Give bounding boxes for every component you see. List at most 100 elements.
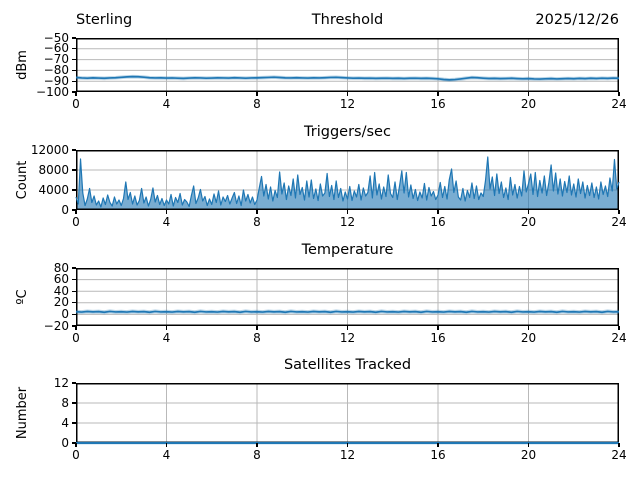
x-tick-label: 4 [162, 215, 171, 229]
x-tick-label: 16 [430, 97, 446, 111]
series-line [75, 156, 620, 208]
y-tick-label: −80 [43, 62, 69, 77]
x-tick-mark [618, 326, 620, 330]
y-tick-label: 40 [53, 283, 69, 298]
x-tick-mark [618, 443, 620, 447]
x-tick-mark [527, 210, 530, 214]
x-tick-mark [75, 443, 77, 447]
y-tick-label: −70 [43, 52, 69, 67]
y-tick-mark [72, 59, 76, 61]
y-tick-label: 60 [53, 272, 69, 287]
y-tick-mark [72, 69, 76, 71]
y-tick-label: −100 [36, 84, 69, 99]
y-tick-label: 0 [61, 435, 69, 450]
y-tick-mark [72, 422, 76, 424]
station-name-label: Sterling [76, 12, 133, 28]
x-tick-label: 8 [253, 448, 261, 462]
x-tick-label: 12 [339, 331, 356, 345]
x-tick-label: 12 [339, 448, 356, 462]
y-tick-mark [72, 279, 76, 281]
x-tick-mark [256, 92, 258, 96]
x-tick-label: 20 [520, 448, 537, 462]
y-tick-label: 0 [61, 202, 69, 217]
y-tick-label: −60 [43, 41, 69, 56]
axes-spines [76, 268, 619, 326]
x-tick-mark [165, 326, 168, 330]
x-tick-mark [256, 210, 258, 214]
x-tick-label: 0 [72, 448, 80, 462]
y-tick-mark [72, 91, 76, 93]
x-tick-label: 24 [611, 448, 627, 462]
y-tick-label: −50 [43, 30, 69, 45]
x-tick-mark [527, 92, 530, 96]
x-tick-label: 4 [162, 331, 171, 345]
x-tick-label: 12 [339, 97, 356, 111]
axes-spines [76, 38, 619, 92]
y-tick-label: 4000 [38, 182, 69, 197]
y-tick-mark [72, 189, 76, 191]
date-label: 2025/12/26 [535, 12, 619, 28]
x-tick-mark [618, 92, 620, 96]
x-tick-mark [346, 326, 349, 330]
x-tick-label: 0 [72, 215, 80, 229]
y-tick-label: 80 [53, 260, 69, 275]
y-tick-label: 0 [61, 306, 69, 321]
x-tick-mark [256, 443, 258, 447]
y-tick-label: −90 [43, 73, 69, 88]
y-tick-mark [72, 169, 76, 171]
x-tick-label: 16 [430, 331, 446, 345]
x-tick-label: 4 [162, 97, 171, 111]
x-tick-mark [437, 92, 439, 96]
y-tick-mark [72, 382, 76, 384]
subplot-temperature-title: Temperature [301, 242, 394, 258]
x-tick-label: 8 [253, 331, 261, 345]
x-tick-mark [165, 210, 168, 214]
x-tick-mark [346, 210, 349, 214]
x-tick-mark [346, 92, 349, 96]
subplot-triggers-sec [75, 150, 620, 210]
x-tick-mark [165, 443, 168, 447]
y-tick-mark [72, 267, 76, 269]
subplot-satellites-title: Satellites Tracked [283, 357, 412, 373]
x-tick-mark [437, 210, 439, 214]
x-tick-mark [165, 92, 168, 96]
y-tick-label: 4 [61, 415, 69, 430]
x-tick-mark [75, 92, 77, 96]
x-tick-mark [346, 443, 349, 447]
y-axis-label-count: Count [15, 160, 30, 200]
y-tick-label: 20 [53, 295, 69, 310]
x-tick-label: 8 [253, 97, 261, 111]
x-tick-mark [256, 326, 258, 330]
x-tick-mark [618, 210, 620, 214]
x-tick-label: 20 [520, 215, 537, 229]
y-tick-label: −20 [43, 318, 69, 333]
series-line [75, 310, 620, 314]
x-tick-label: 4 [162, 448, 171, 462]
y-tick-mark [72, 80, 76, 82]
y-tick-mark [72, 149, 76, 151]
x-tick-mark [527, 443, 530, 447]
x-tick-label: 24 [611, 97, 627, 111]
y-tick-label: 8 [61, 395, 69, 410]
x-tick-mark [437, 326, 439, 330]
subplot-threshold-title: Threshold [311, 12, 384, 28]
y-tick-mark [72, 290, 76, 292]
x-tick-mark [75, 210, 77, 214]
y-tick-label: 12 [53, 375, 69, 390]
y-tick-mark [72, 302, 76, 304]
x-tick-mark [437, 443, 439, 447]
x-tick-label: 0 [72, 331, 80, 345]
subplot-satellites-tracked [76, 383, 619, 445]
x-tick-label: 20 [520, 97, 537, 111]
y-tick-mark [72, 442, 76, 444]
x-tick-mark [527, 326, 530, 330]
y-tick-mark [72, 402, 76, 404]
x-tick-label: 8 [253, 215, 261, 229]
x-tick-label: 16 [430, 448, 446, 462]
subplot-triggers-title: Triggers/sec [304, 124, 391, 140]
x-tick-label: 16 [430, 215, 446, 229]
x-tick-label: 24 [611, 215, 627, 229]
y-tick-mark [72, 209, 76, 211]
y-tick-label: 8000 [38, 162, 69, 177]
